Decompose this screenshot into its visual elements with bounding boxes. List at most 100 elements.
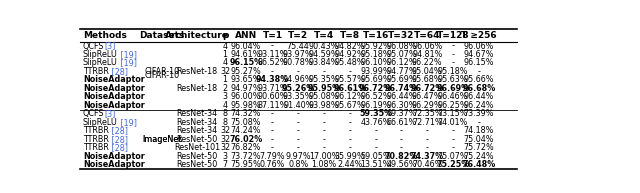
Text: 96.72%: 96.72%	[411, 84, 444, 93]
Text: 75.24%: 75.24%	[463, 152, 494, 161]
Text: [3]: [3]	[104, 41, 116, 51]
Text: 90.43%: 90.43%	[309, 41, 339, 51]
Text: 94.61%: 94.61%	[231, 50, 261, 59]
Text: -: -	[323, 109, 326, 118]
Text: -: -	[297, 109, 300, 118]
Text: 94.77%: 94.77%	[386, 67, 417, 76]
Text: ImageNet: ImageNet	[142, 135, 181, 144]
Text: TTRBR: TTRBR	[83, 143, 109, 152]
Text: 74.24%: 74.24%	[230, 126, 261, 135]
Text: 96.15%: 96.15%	[463, 58, 494, 68]
Text: 95.68%: 95.68%	[412, 75, 442, 84]
Text: -: -	[452, 41, 454, 51]
Text: -: -	[477, 118, 480, 127]
Text: 95.08%: 95.08%	[308, 92, 339, 101]
Text: 94.38%: 94.38%	[256, 75, 289, 84]
Text: -: -	[323, 118, 326, 127]
Text: 95.04%: 95.04%	[412, 67, 442, 76]
Text: 95.63%: 95.63%	[438, 75, 468, 84]
Text: -: -	[374, 126, 377, 135]
Text: T ≥256: T ≥256	[461, 31, 497, 40]
Text: 4: 4	[223, 41, 228, 51]
Text: ResNet-50: ResNet-50	[177, 135, 218, 144]
Text: 3: 3	[223, 152, 228, 161]
Text: 8: 8	[223, 118, 228, 127]
Text: 35.99%: 35.99%	[335, 152, 365, 161]
Text: -: -	[271, 67, 274, 76]
Text: -: -	[426, 143, 429, 152]
Text: T=1: T=1	[262, 31, 282, 40]
Text: 76.48%: 76.48%	[462, 160, 495, 169]
Text: 93.98%: 93.98%	[308, 101, 339, 110]
Text: -: -	[323, 126, 326, 135]
Text: 69.37%: 69.37%	[386, 109, 417, 118]
Text: p: p	[222, 31, 228, 40]
Text: 75.08%: 75.08%	[230, 118, 261, 127]
Text: [28]: [28]	[109, 143, 128, 152]
Text: -: -	[348, 135, 351, 144]
Text: T=16: T=16	[362, 31, 389, 40]
Text: -: -	[452, 135, 454, 144]
Text: 95.48%: 95.48%	[335, 58, 365, 68]
Text: 32: 32	[220, 135, 230, 144]
Text: SlipReLU: SlipReLU	[83, 118, 118, 127]
Text: 95.69%: 95.69%	[386, 75, 417, 84]
Text: -: -	[426, 126, 429, 135]
Text: 96.00%: 96.00%	[231, 92, 261, 101]
Text: 73.72%: 73.72%	[230, 152, 261, 161]
Text: 75.25%: 75.25%	[436, 160, 470, 169]
Text: -: -	[323, 67, 326, 76]
Text: 96.68%: 96.68%	[462, 84, 495, 93]
Text: 4: 4	[223, 58, 228, 68]
Text: 1.08%: 1.08%	[312, 160, 337, 169]
Text: SlipReLU: SlipReLU	[83, 58, 118, 68]
Text: -: -	[348, 67, 351, 76]
Text: 93.99%: 93.99%	[360, 67, 391, 76]
Text: 76.82%: 76.82%	[230, 143, 261, 152]
Text: 96.24%: 96.24%	[463, 101, 494, 110]
Text: 96.29%: 96.29%	[412, 101, 442, 110]
Text: 72.71%: 72.71%	[412, 118, 442, 127]
Text: 96.47%: 96.47%	[412, 92, 442, 101]
Text: 73.39%: 73.39%	[463, 109, 494, 118]
Text: -: -	[297, 135, 300, 144]
Text: 95.26%: 95.26%	[282, 84, 315, 93]
Text: 95.98%: 95.98%	[230, 101, 261, 110]
Text: ResNet-101: ResNet-101	[174, 143, 220, 152]
Text: -: -	[323, 135, 326, 144]
Text: -: -	[348, 143, 351, 152]
Text: 96.12%: 96.12%	[335, 92, 365, 101]
Text: 96.52%: 96.52%	[360, 92, 391, 101]
Text: -: -	[271, 126, 274, 135]
Text: 96.61%: 96.61%	[333, 84, 366, 93]
Text: 90.78%: 90.78%	[283, 58, 314, 68]
Text: -: -	[348, 118, 351, 127]
Text: Methods: Methods	[83, 31, 127, 40]
Text: 96.06%: 96.06%	[463, 41, 494, 51]
Text: 32: 32	[220, 143, 230, 152]
Text: -: -	[271, 109, 274, 118]
Text: 96.15%: 96.15%	[229, 58, 262, 68]
Text: 96.72%: 96.72%	[359, 84, 392, 93]
Text: Architecture: Architecture	[165, 31, 229, 40]
Text: 70.82%: 70.82%	[385, 152, 418, 161]
Text: 32: 32	[220, 67, 230, 76]
Text: NoiseAdaptor: NoiseAdaptor	[83, 84, 145, 93]
Text: 95.27%: 95.27%	[230, 67, 261, 76]
Text: 74.32%: 74.32%	[230, 109, 261, 118]
Text: NoiseAdaptor: NoiseAdaptor	[83, 92, 145, 101]
Text: 93.35%: 93.35%	[283, 92, 314, 101]
Text: 9.97%: 9.97%	[285, 152, 311, 161]
Text: [28]: [28]	[109, 126, 128, 135]
Text: 59.05%: 59.05%	[360, 152, 391, 161]
Text: 75.04%: 75.04%	[463, 135, 494, 144]
Text: 96.44%: 96.44%	[463, 92, 494, 101]
Text: -: -	[374, 143, 377, 152]
Text: TTRBR: TTRBR	[83, 67, 109, 76]
Text: 8: 8	[223, 109, 228, 118]
Text: 91.40%: 91.40%	[283, 101, 314, 110]
Text: NoiseAdaptor: NoiseAdaptor	[83, 75, 145, 84]
Text: 73.15%: 73.15%	[438, 109, 468, 118]
Text: 95.95%: 95.95%	[307, 84, 340, 93]
Text: CIFAR-10: CIFAR-10	[144, 67, 179, 76]
